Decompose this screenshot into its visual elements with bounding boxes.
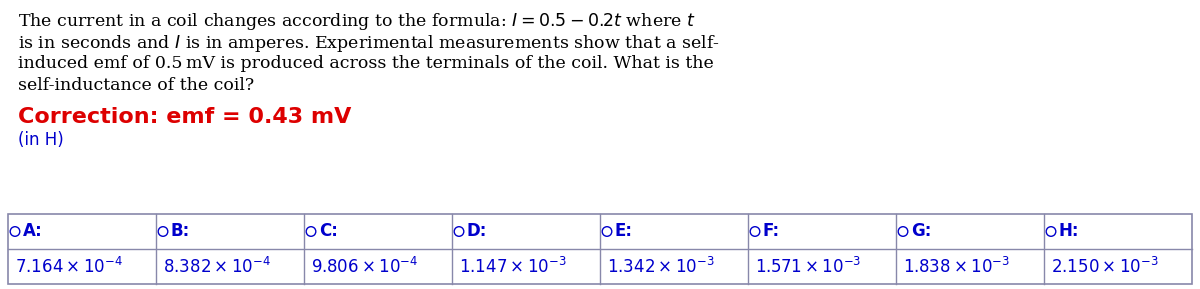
Text: B:: B: bbox=[170, 223, 190, 240]
Text: $9.806\times10^{-4}$: $9.806\times10^{-4}$ bbox=[311, 256, 419, 277]
Text: $7.164\times10^{-4}$: $7.164\times10^{-4}$ bbox=[14, 256, 122, 277]
Text: (in H): (in H) bbox=[18, 131, 64, 149]
Text: induced emf of 0.5 mV is produced across the terminals of the coil. What is the: induced emf of 0.5 mV is produced across… bbox=[18, 55, 714, 72]
Text: $1.147\times10^{-3}$: $1.147\times10^{-3}$ bbox=[458, 256, 566, 277]
Text: $1.838\times10^{-3}$: $1.838\times10^{-3}$ bbox=[904, 256, 1010, 277]
Text: E:: E: bbox=[614, 223, 632, 240]
Text: The current in a coil changes according to the formula: $I = 0.5 - 0.2t$ where $: The current in a coil changes according … bbox=[18, 11, 696, 32]
Text: F:: F: bbox=[763, 223, 780, 240]
Text: A:: A: bbox=[23, 223, 42, 240]
Text: G:: G: bbox=[911, 223, 931, 240]
Bar bbox=[8, 214, 1192, 284]
Text: H:: H: bbox=[1058, 223, 1079, 240]
Text: self-inductance of the coil?: self-inductance of the coil? bbox=[18, 77, 254, 94]
Text: $2.150\times10^{-3}$: $2.150\times10^{-3}$ bbox=[1051, 256, 1158, 277]
Text: Correction: emf = 0.43 mV: Correction: emf = 0.43 mV bbox=[18, 107, 352, 127]
Text: is in seconds and $I$ is in amperes. Experimental measurements show that a self-: is in seconds and $I$ is in amperes. Exp… bbox=[18, 33, 720, 54]
Text: $1.342\times10^{-3}$: $1.342\times10^{-3}$ bbox=[607, 256, 714, 277]
Text: D:: D: bbox=[467, 223, 487, 240]
Text: $8.382\times10^{-4}$: $8.382\times10^{-4}$ bbox=[163, 256, 271, 277]
Text: $1.571\times10^{-3}$: $1.571\times10^{-3}$ bbox=[755, 256, 862, 277]
Text: C:: C: bbox=[319, 223, 337, 240]
